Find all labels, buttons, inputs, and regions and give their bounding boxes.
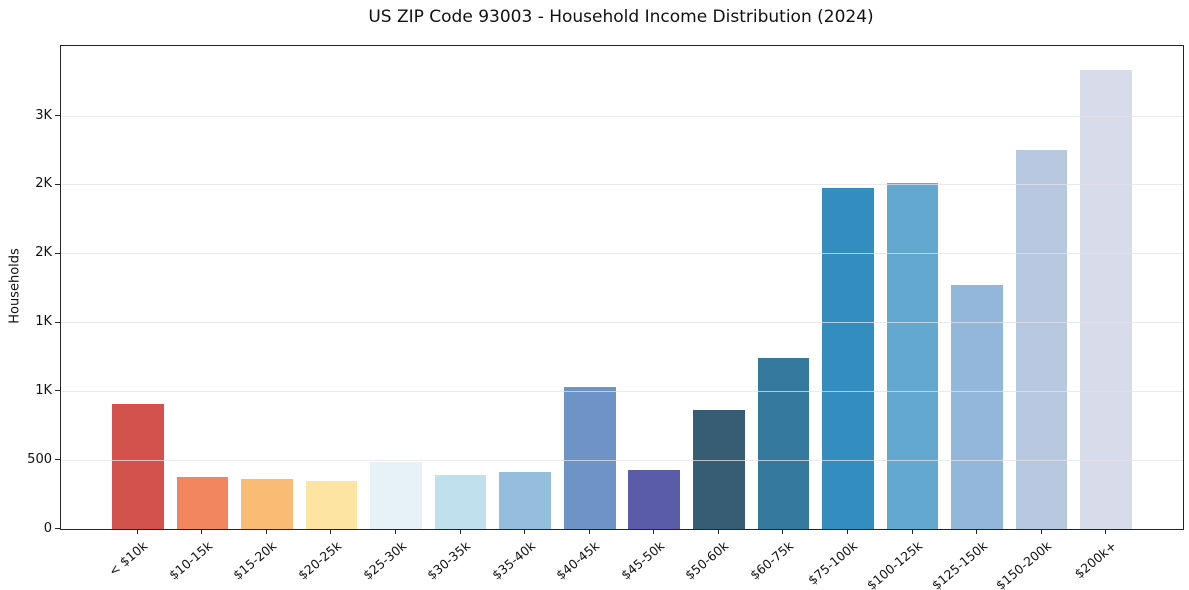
x-tick-mark [1040,529,1042,534]
x-tick-mark [524,529,526,534]
bar-10k [112,404,164,529]
bar-125-150k [951,285,1003,529]
x-tick-mark [911,529,913,534]
gridline [61,184,1183,186]
gridline [61,322,1183,324]
y-tick-mark [55,115,60,117]
x-tick-label: $10-15k [165,538,216,583]
y-tick-mark [55,528,60,529]
bar-45-50k [628,470,681,529]
y-tick-label: 2K [35,245,52,261]
bar-20-25k [305,481,358,529]
x-tick-mark [459,529,461,534]
y-tick-mark [55,252,60,254]
x-tick-label: $40-45k [553,538,603,583]
x-tick-label: $45-50k [617,538,667,583]
x-tick-mark [330,529,332,534]
gridline [61,459,1183,461]
bar-60-75k [757,358,810,529]
bar-75-100k [822,188,874,529]
x-tick-mark [136,529,138,534]
x-tick-mark [976,529,978,534]
x-tick-label: < $10k [105,538,151,579]
y-tick-label: 3K [35,107,52,123]
x-tick-mark [846,529,848,534]
x-tick-mark [201,529,203,534]
x-tick-mark [395,529,397,534]
x-tick-label: $35-40k [488,538,538,583]
gridline [61,253,1183,255]
bar-10-15k [176,477,229,529]
x-tick-label: $200k+ [1071,538,1119,582]
y-tick-label: 500 [27,451,52,467]
gridline [61,390,1183,392]
x-tick-label: $75-100k [805,538,861,588]
y-tick-label: 1K [35,382,52,398]
plot-area [60,45,1184,530]
y-tick-label: 2K [35,176,52,192]
x-tick-mark [653,529,655,534]
bar-30-35k [434,474,487,529]
y-axis-label: Households [7,248,23,324]
x-tick-mark [1105,529,1107,534]
bar-25-30k [370,461,422,529]
gridline [61,115,1183,117]
bar-100-125k [886,182,939,529]
chart-title: US ZIP Code 93003 - Household Income Dis… [368,7,874,27]
bar-50-60k [693,410,745,529]
y-tick-label: 0 [43,520,52,536]
x-tick-label: $15-20k [230,538,280,583]
y-tick-mark [55,183,60,185]
bar-40-45k [563,387,616,529]
y-tick-label: 1K [35,314,52,330]
x-tick-label: $50-60k [682,538,732,583]
x-tick-label: $150-200k [992,538,1055,590]
x-tick-mark [717,529,719,534]
x-tick-label: $100-125k [863,538,926,590]
x-tick-label: $125-150k [928,538,990,590]
x-tick-label: $25-30k [359,538,409,583]
x-tick-label: $60-75k [746,538,797,583]
y-tick-mark [55,390,60,392]
bar-200k [1080,69,1132,529]
bar-15-20k [241,479,293,529]
x-tick-label: $20-25k [295,538,345,583]
x-tick-mark [782,529,784,534]
y-tick-mark [55,321,60,323]
bar-150-200k [1015,149,1068,529]
x-tick-mark [588,529,590,534]
y-tick-mark [55,459,60,461]
x-tick-mark [265,529,267,534]
x-tick-label: $30-35k [424,538,474,583]
bar-35-40k [499,471,551,529]
